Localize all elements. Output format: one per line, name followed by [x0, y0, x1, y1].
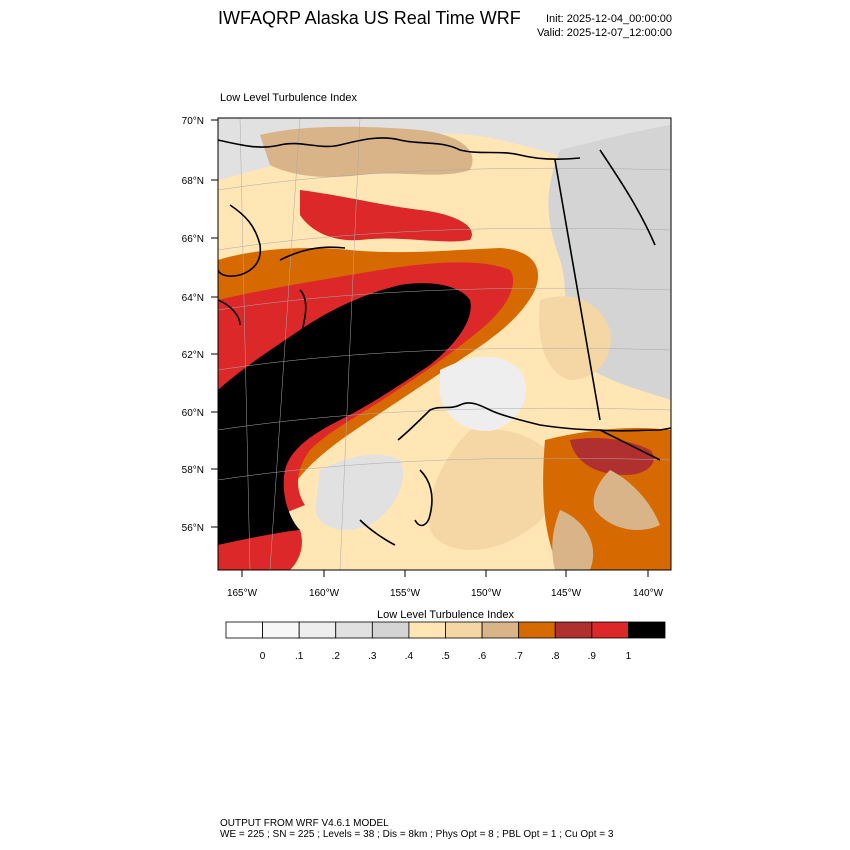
colorbar-label: .5 — [441, 651, 450, 662]
colorbar-label: .1 — [295, 651, 304, 662]
tan-region-north — [260, 126, 473, 177]
colorbar-label: 0 — [260, 651, 266, 662]
plot-frame — [217, 117, 672, 571]
colorbar-swatch — [554, 621, 593, 639]
model-info: OUTPUT FROM WRF V4.6.1 MODEL WE = 225 ; … — [220, 818, 613, 840]
colorbar-swatch — [262, 621, 300, 639]
colorbar-swatch — [628, 621, 666, 639]
lat-label: 70°N — [182, 116, 204, 127]
colorbar-label: .9 — [588, 651, 597, 662]
latitude-ticks: 70°N 68°N 66°N 64°N 62°N 60°N 58°N 56°N — [182, 116, 218, 534]
colorbar-swatch — [408, 621, 446, 639]
model-config: WE = 225 ; SN = 225 ; Levels = 38 ; Dis … — [220, 829, 614, 840]
longitude-ticks: 165°W 160°W 155°W 150°W 145°W 140°W — [227, 570, 664, 599]
lon-label: 160°W — [309, 588, 340, 599]
colorbar-label: .4 — [405, 651, 414, 662]
colorbar-label: .8 — [551, 651, 560, 662]
lat-label: 66°N — [182, 234, 204, 245]
lon-label: 145°W — [551, 588, 582, 599]
colorbar-swatch — [371, 621, 410, 639]
colorbar-title: Low Level Turbulence Index — [377, 609, 514, 621]
lat-label: 60°N — [182, 408, 204, 419]
borders — [554, 149, 656, 421]
black-core — [218, 283, 471, 545]
map-fill — [218, 118, 671, 570]
lat-label: 62°N — [182, 350, 204, 361]
run-info: Init: 2025-12-04_00:00:00 Valid: 2025-12… — [537, 12, 672, 40]
tan-region-south — [552, 510, 594, 570]
lon-label: 165°W — [227, 588, 258, 599]
colorbar-swatch — [518, 621, 556, 639]
red-band-north — [300, 190, 472, 242]
colorbar-label: .6 — [478, 651, 487, 662]
colorbar-swatch — [591, 621, 629, 639]
beige-region-gulf — [429, 429, 561, 550]
lat-label: 58°N — [182, 465, 204, 476]
beige-region-interior — [539, 296, 611, 380]
light-region-interior — [440, 356, 526, 431]
colorbar-label: 1 — [626, 651, 632, 662]
lon-label: 140°W — [633, 588, 664, 599]
lon-label: 150°W — [471, 588, 502, 599]
model-version: OUTPUT FROM WRF V4.6.1 MODEL — [220, 818, 389, 829]
chart-title: IWFAQRP Alaska US Real Time WRF — [218, 8, 521, 28]
coastlines — [218, 137, 671, 546]
tan-region-southeast — [593, 470, 660, 530]
colorbar-swatch — [445, 621, 483, 639]
colorbar-label: .7 — [514, 651, 523, 662]
colorbar-swatch — [225, 621, 263, 639]
colorbar: 0 .1 .2 .3 .4 .5 .6 .7 .8 .9 1 — [225, 621, 666, 662]
lat-label: 64°N — [182, 293, 204, 304]
colorbar-swatch — [335, 621, 373, 639]
colorbar-swatch — [298, 621, 337, 639]
colorbar-label: .2 — [332, 651, 341, 662]
valid-time: Valid: 2025-12-07_12:00:00 — [537, 27, 672, 39]
lon-label: 155°W — [390, 588, 421, 599]
lat-label: 68°N — [182, 176, 204, 187]
init-time: Init: 2025-12-04_00:00:00 — [546, 13, 672, 25]
colorbar-swatch — [481, 621, 520, 639]
lat-label: 56°N — [182, 523, 204, 534]
red-region-south — [218, 530, 302, 570]
field-label: Low Level Turbulence Index — [220, 92, 357, 104]
graticule — [218, 118, 671, 570]
colorbar-label: .3 — [368, 651, 377, 662]
grey-region-southwest — [315, 454, 404, 530]
